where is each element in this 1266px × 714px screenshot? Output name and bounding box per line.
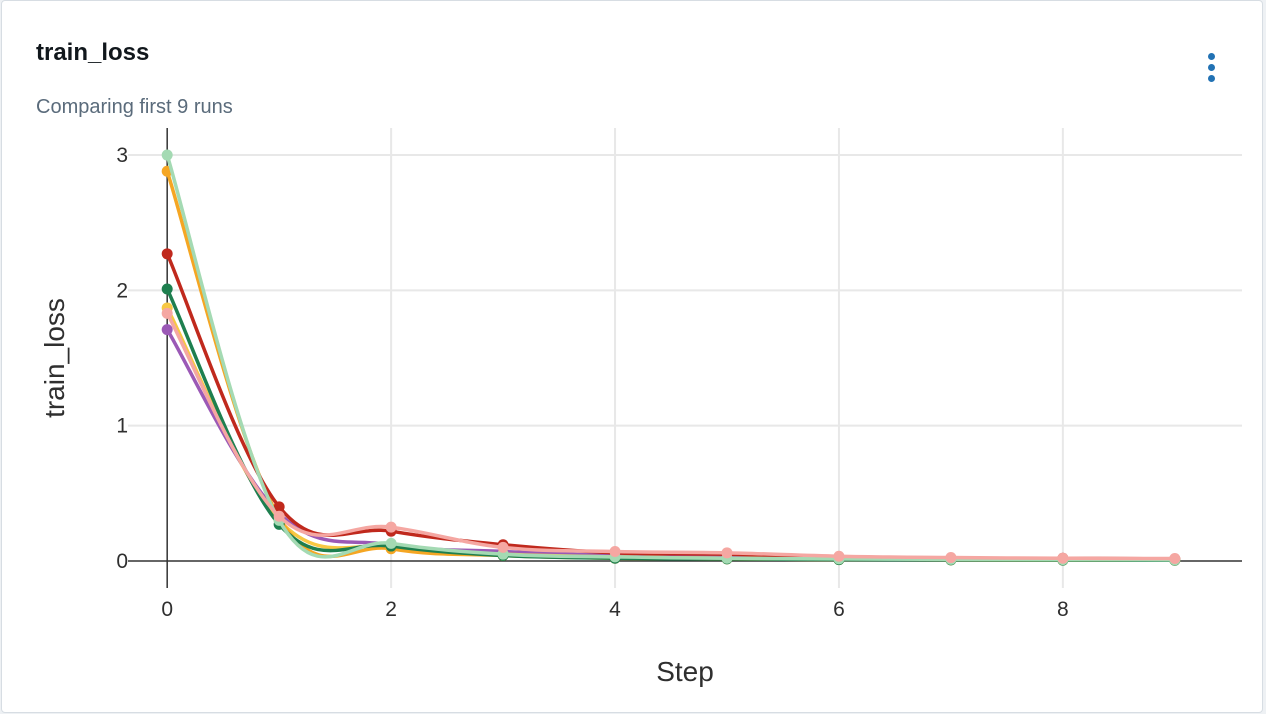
- data-point[interactable]: [161, 324, 173, 336]
- y-tick-label: 2: [116, 279, 128, 302]
- x-tick-label: 2: [385, 598, 397, 621]
- kebab-menu-icon[interactable]: [1200, 51, 1224, 85]
- data-point[interactable]: [609, 545, 621, 557]
- series-line[interactable]: [165, 306, 1177, 562]
- chart-series[interactable]: [161, 149, 1181, 566]
- x-tick-label: 4: [609, 598, 621, 621]
- panel-title: train_loss: [36, 39, 150, 66]
- data-point[interactable]: [945, 552, 957, 564]
- x-axis-title: Step: [656, 656, 714, 687]
- data-point[interactable]: [385, 521, 397, 533]
- y-tick-label: 3: [116, 144, 128, 167]
- y-axis-title: train_loss: [39, 298, 70, 418]
- data-point[interactable]: [385, 537, 397, 549]
- chart-labels: 0 2 4 6 8 0 1 2 3 Step train_loss: [39, 144, 1069, 687]
- chart-axes: [128, 128, 1242, 588]
- data-point[interactable]: [833, 550, 845, 562]
- data-point[interactable]: [1169, 553, 1181, 565]
- menu-dot: [1208, 64, 1215, 71]
- series-line[interactable]: [165, 153, 1177, 562]
- y-tick-label: 1: [116, 415, 128, 438]
- menu-dot: [1208, 53, 1215, 60]
- data-point[interactable]: [273, 501, 285, 513]
- data-point[interactable]: [161, 248, 173, 260]
- menu-dot: [1208, 75, 1215, 82]
- data-point[interactable]: [497, 541, 509, 553]
- x-tick-label: 0: [161, 598, 173, 621]
- series-line[interactable]: [165, 327, 1177, 562]
- data-point[interactable]: [721, 547, 733, 559]
- data-point[interactable]: [161, 149, 173, 161]
- series-line[interactable]: [165, 311, 1177, 561]
- data-point[interactable]: [161, 307, 173, 319]
- x-tick-label: 6: [833, 598, 845, 621]
- data-point[interactable]: [273, 510, 285, 522]
- x-tick-label: 8: [1057, 598, 1069, 621]
- data-point[interactable]: [1057, 552, 1069, 564]
- data-point[interactable]: [161, 283, 173, 295]
- panel-subtitle: Comparing first 9 runs: [36, 96, 233, 118]
- y-tick-label: 0: [116, 550, 128, 573]
- series-line[interactable]: [165, 169, 1177, 563]
- series-line[interactable]: [165, 252, 1177, 561]
- series-line[interactable]: [165, 287, 1177, 563]
- chart-grid: [128, 128, 1242, 588]
